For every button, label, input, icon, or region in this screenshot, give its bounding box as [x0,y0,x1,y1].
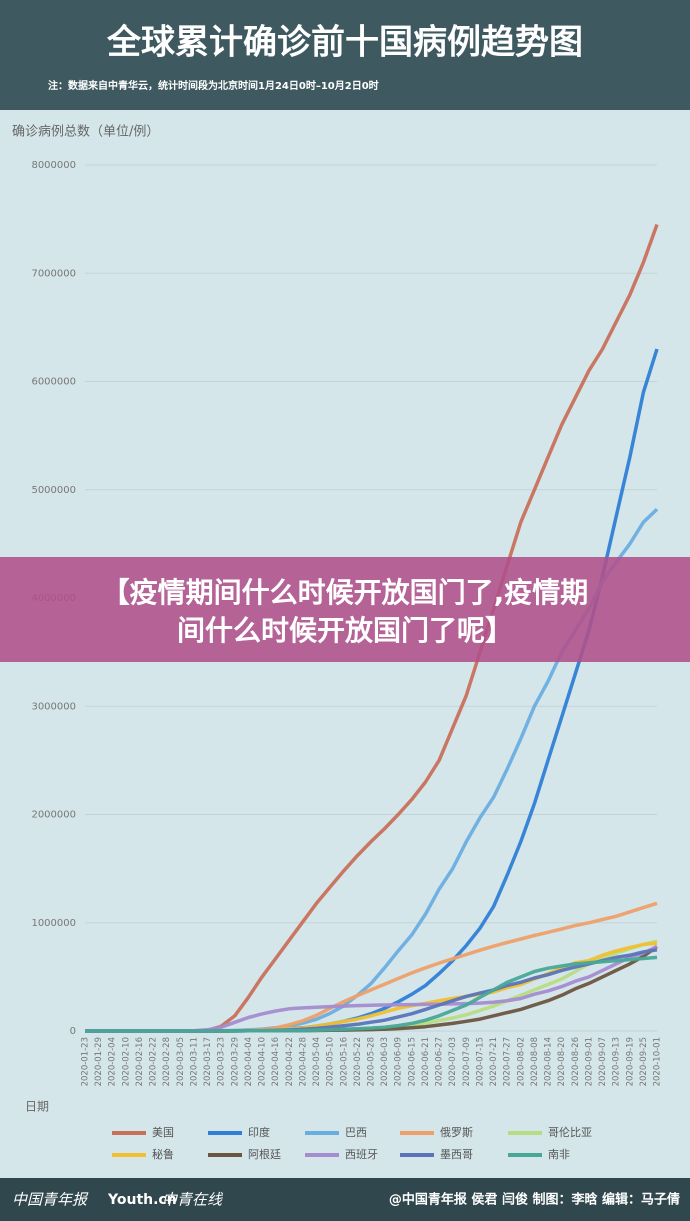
x-tick-label: 2020-04-10 [258,1037,268,1086]
y-tick-label: 6000000 [31,377,76,388]
x-tick-label: 2020-02-10 [121,1037,131,1086]
legend-label: 美国 [152,1126,174,1139]
x-tick-label: 2020-01-29 [94,1037,104,1086]
x-tick-label: 2020-06-27 [435,1037,445,1086]
chart-title: 全球累计确诊前十国病例趋势图 [106,23,583,63]
footer-logo: 中青在线 [162,1191,224,1209]
x-tick-label: 2020-09-01 [584,1037,594,1086]
x-tick-label: 2020-03-11 [189,1037,199,1086]
y-tick-label: 0 [70,1026,76,1037]
footer [0,1178,690,1221]
x-tick-label: 2020-02-28 [162,1037,172,1086]
x-tick-label: 2020-03-29 [230,1037,240,1086]
y-tick-label: 3000000 [31,701,76,712]
footer-logo: Youth.cn [107,1192,177,1208]
series-line [85,955,658,1033]
x-tick-label: 2020-08-02 [516,1037,526,1086]
banner-text: 间什么时候开放国门了呢】 [177,614,513,647]
legend-label: 南非 [548,1148,570,1161]
x-tick-label: 2020-03-05 [176,1037,186,1086]
x-tick-label: 2020-10-01 [653,1037,663,1086]
x-tick-label: 2020-09-25 [639,1037,649,1086]
y-axis-label: 确诊病例总数（单位/例） [12,125,159,140]
footer-credits: @中国青年报 侯君 闫俊 制图：李晗 编辑：马子倩 [389,1192,680,1208]
y-tick-label: 5000000 [31,485,76,496]
x-tick-label: 2020-06-15 [407,1037,417,1086]
x-tick-label: 2020-05-28 [367,1037,377,1086]
legend-label: 哥伦比亚 [548,1125,592,1139]
x-tick-label: 2020-09-13 [612,1037,622,1086]
legend-label: 俄罗斯 [440,1126,473,1139]
x-tick-label: 2020-04-04 [244,1037,254,1086]
x-tick-label: 2020-07-15 [475,1037,485,1086]
x-tick-label: 2020-02-22 [149,1037,159,1086]
x-tick-label: 2020-05-04 [312,1037,322,1086]
x-tick-label: 2020-04-22 [285,1037,295,1086]
x-tick-label: 2020-09-07 [598,1037,608,1086]
x-tick-label: 2020-07-03 [448,1037,458,1086]
x-tick-label: 2020-03-17 [203,1037,213,1086]
x-tick-label: 2020-08-20 [557,1037,567,1086]
x-tick-label: 2020-06-09 [394,1037,404,1086]
x-tick-label: 2020-02-04 [108,1037,118,1086]
x-tick-label: 2020-04-16 [271,1037,281,1086]
x-tick-label: 2020-05-10 [326,1037,336,1086]
x-tick-label: 2020-02-16 [135,1037,145,1086]
x-tick-label: 2020-08-08 [530,1037,540,1086]
legend-label: 印度 [248,1125,270,1139]
legend-label: 巴西 [345,1126,367,1139]
x-tick-label: 2020-08-26 [571,1037,581,1086]
banner-text: 【疫情期间什么时候开放国门了,疫情期 [102,576,589,609]
x-tick-label: 2020-09-19 [625,1037,635,1086]
x-tick-label: 2020-06-21 [421,1037,431,1086]
y-tick-label: 8000000 [31,160,76,171]
y-tick-label: 2000000 [31,810,76,821]
x-tick-label: 2020-03-23 [217,1037,227,1086]
legend-label: 秘鲁 [152,1147,174,1161]
legend-label: 墨西哥 [440,1148,473,1161]
header [0,0,690,110]
x-tick-label: 2020-01-23 [81,1037,91,1086]
legend-label: 西班牙 [345,1148,378,1161]
x-tick-label: 2020-05-16 [339,1037,349,1086]
y-tick-label: 7000000 [31,268,76,279]
banner [0,557,690,662]
x-tick-label: 2020-07-27 [503,1037,513,1086]
x-tick-label: 2020-04-28 [298,1037,308,1086]
chart-subtitle: 注：数据来自中青华云，统计时间段为北京时间1月24日0时–10月2日0时 [48,79,379,92]
x-axis-label: 日期 [25,1100,49,1114]
x-tick-label: 2020-08-14 [544,1037,554,1086]
x-tick-label: 2020-07-09 [462,1037,472,1086]
y-tick-label: 1000000 [31,918,76,929]
x-tick-label: 2020-07-21 [489,1037,499,1086]
legend-label: 阿根廷 [248,1147,281,1161]
x-tick-label: 2020-05-22 [353,1037,363,1086]
footer-logo: 中国青年报 [12,1191,89,1209]
x-tick-label: 2020-06-03 [380,1037,390,1086]
